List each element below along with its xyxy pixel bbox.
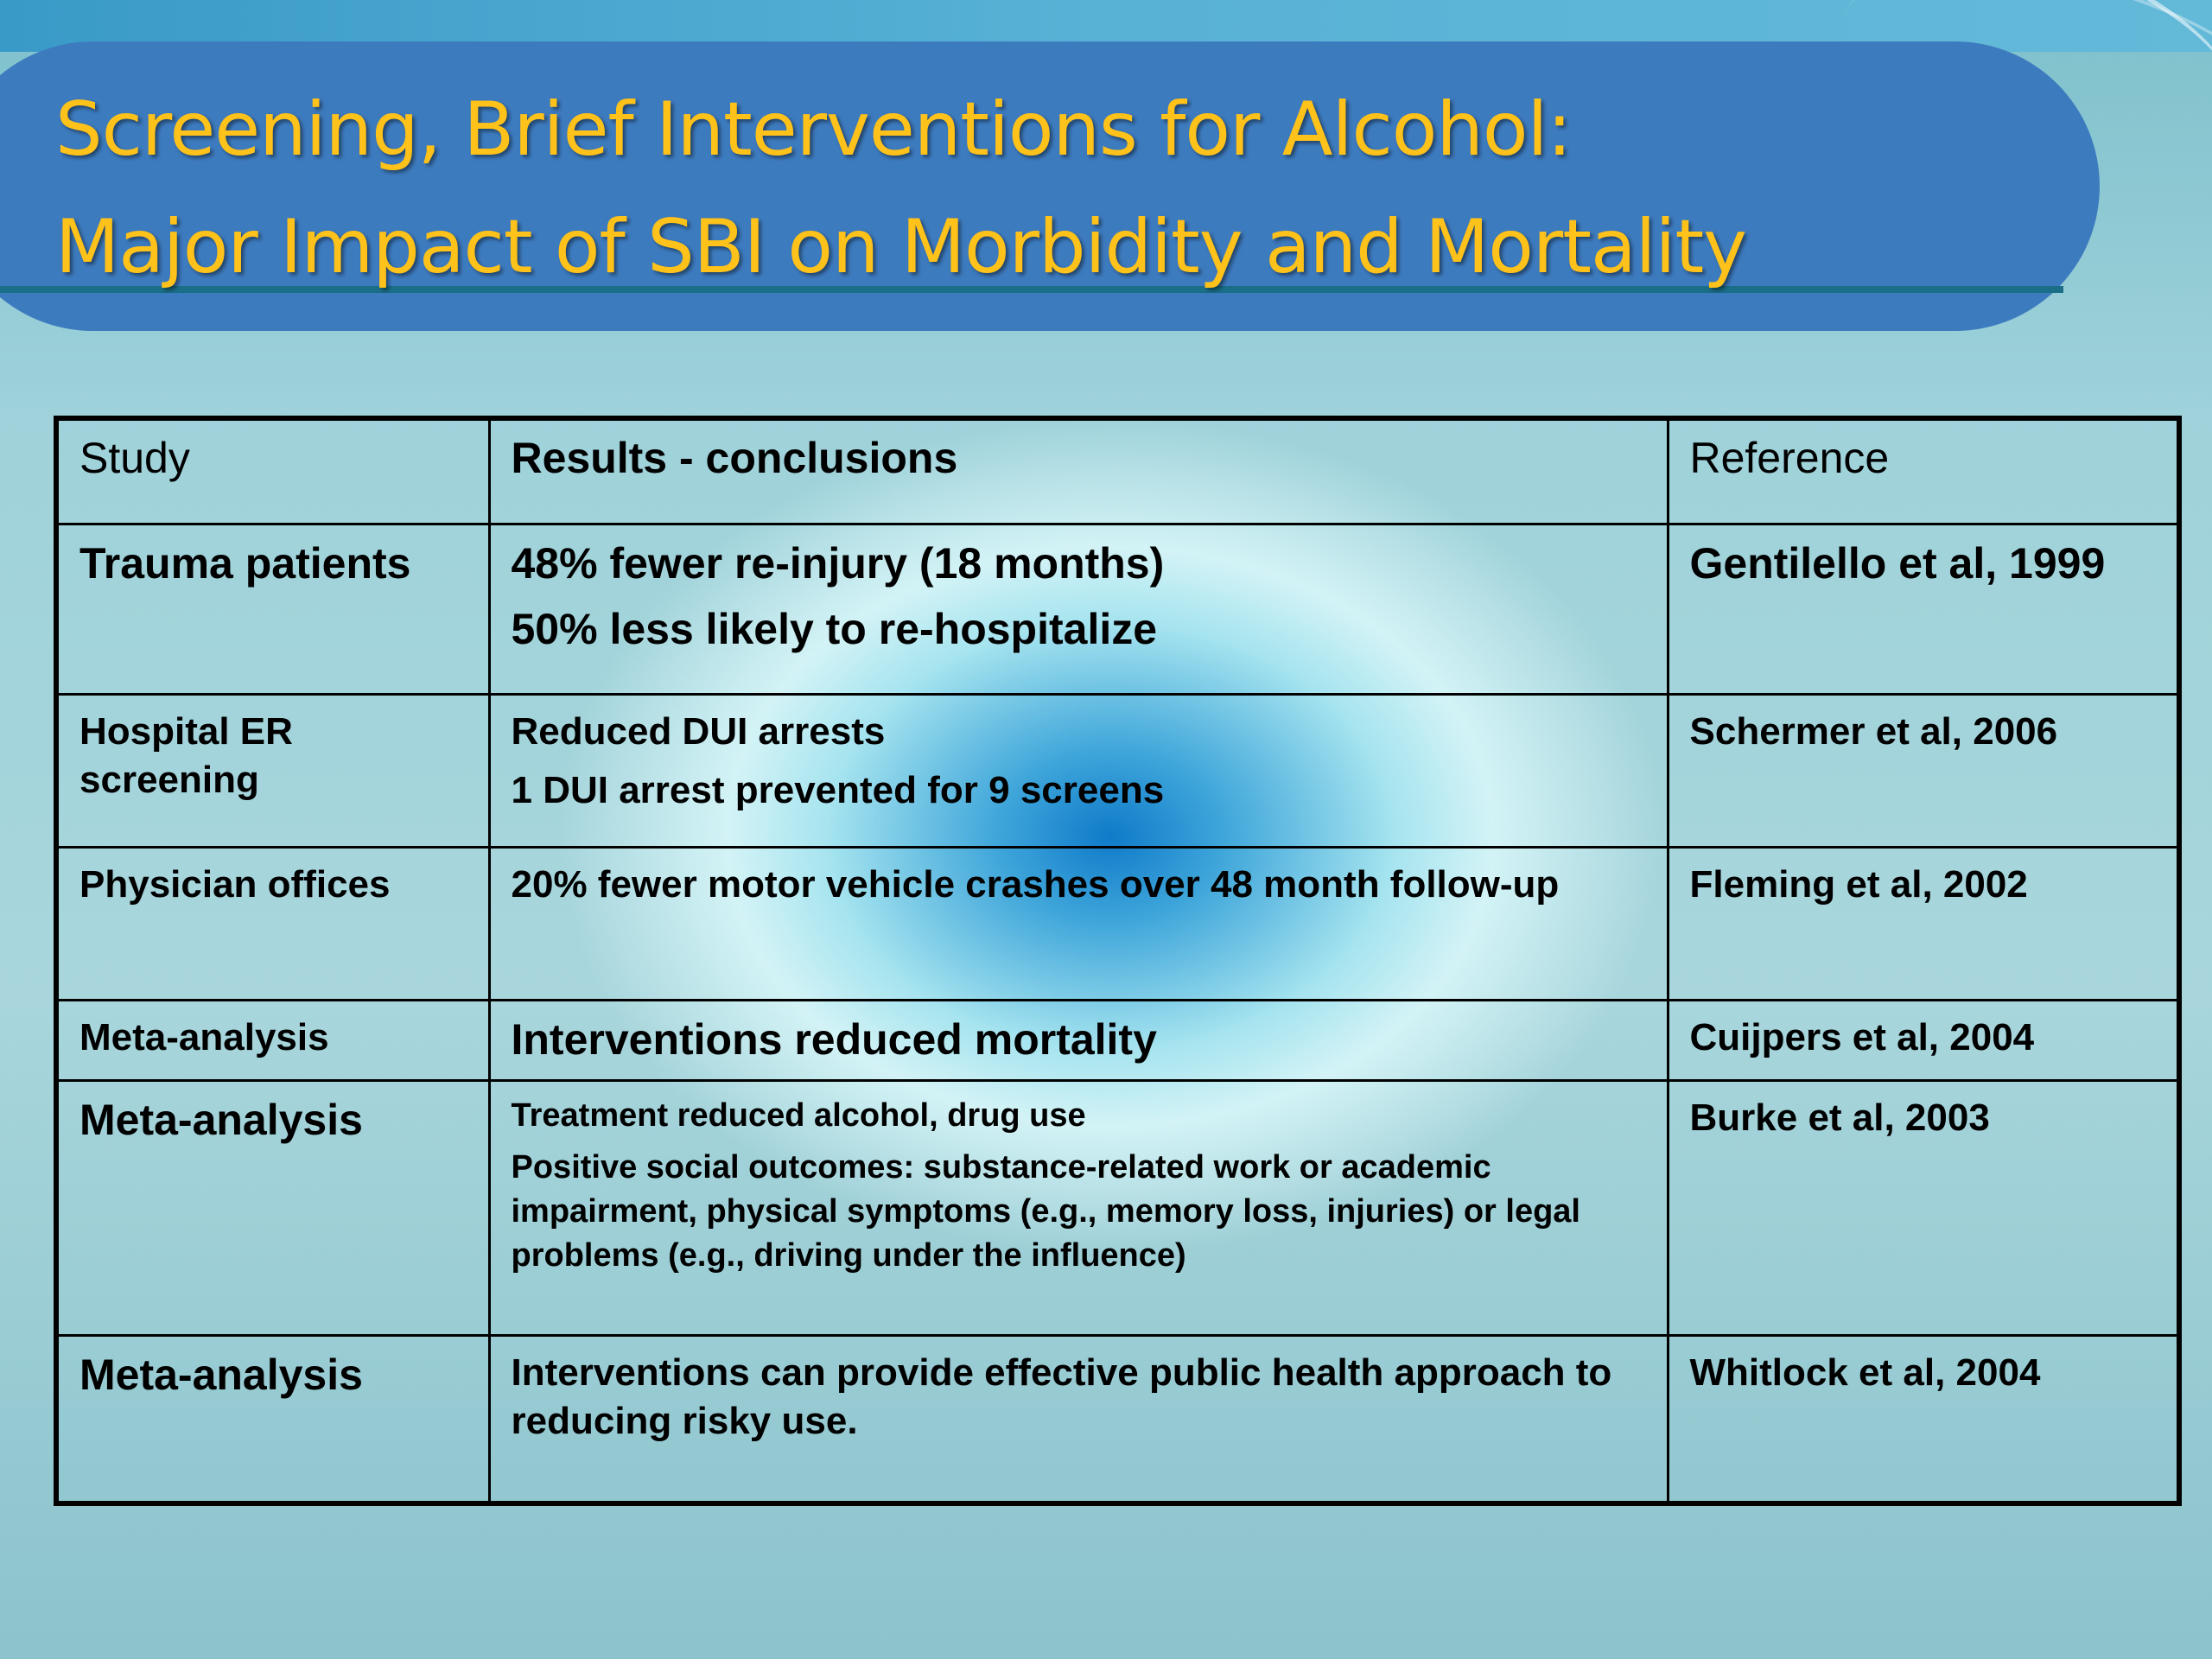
slide-title-line-2: Major Impact of SBI on Morbidity and Mor… xyxy=(55,204,1747,290)
study-cell: Physician offices xyxy=(54,846,491,1001)
table-row: Meta-analysis Interventions reduced mort… xyxy=(54,999,2181,1082)
study-cell: Meta-analysis xyxy=(54,1079,491,1337)
results-cell: 48% fewer re-injury (18 months) 50% less… xyxy=(487,523,1669,696)
result-line: Reduced DUI arrests xyxy=(511,710,886,753)
study-cell: Meta-analysis xyxy=(54,999,491,1082)
reference-cell: Gentilello et al, 1999 xyxy=(1666,523,2181,696)
results-cell: 20% fewer motor vehicle crashes over 48 … xyxy=(487,846,1669,1001)
study-cell: Meta-analysis xyxy=(54,1334,491,1505)
result-line: 50% less likely to re-hospitalize xyxy=(511,605,1158,653)
result-line: Positive social outcomes: substance-rela… xyxy=(511,1149,1581,1274)
table-row: Physician offices 20% fewer motor vehicl… xyxy=(54,846,2181,1001)
table-row: Trauma patients 48% fewer re-injury (18 … xyxy=(54,523,2181,696)
reference-cell: Whitlock et al, 2004 xyxy=(1666,1334,2181,1505)
reference-cell: Fleming et al, 2002 xyxy=(1666,846,2181,1001)
table-row: Meta-analysis Interventions can provide … xyxy=(54,1334,2181,1505)
study-cell: Trauma patients xyxy=(54,523,491,696)
title-banner xyxy=(0,41,2100,331)
header-results: Results - conclusions xyxy=(487,416,1669,525)
study-cell: Hospital ER screening xyxy=(54,693,491,849)
result-line: Interventions reduced mortality xyxy=(511,1015,1157,1064)
reference-cell: Cuijpers et al, 2004 xyxy=(1666,999,2181,1082)
results-cell: Treatment reduced alcohol, drug use Posi… xyxy=(487,1079,1669,1337)
result-line: Interventions can provide effective publ… xyxy=(511,1351,1612,1442)
reference-cell: Schermer et al, 2006 xyxy=(1666,693,2181,849)
reference-cell: Burke et al, 2003 xyxy=(1666,1079,2181,1337)
slide-title-line-1: Screening, Brief Interventions for Alcoh… xyxy=(55,86,1572,173)
results-cell: Reduced DUI arrests 1 DUI arrest prevent… xyxy=(487,693,1669,849)
results-cell: Interventions can provide effective publ… xyxy=(487,1334,1669,1505)
table-header-row: Study Results - conclusions Reference xyxy=(54,416,2181,525)
result-line: Treatment reduced alcohol, drug use xyxy=(511,1097,1086,1134)
table-row: Meta-analysis Treatment reduced alcohol,… xyxy=(54,1079,2181,1337)
header-reference: Reference xyxy=(1666,416,2181,525)
result-line: 1 DUI arrest prevented for 9 screens xyxy=(511,769,1165,811)
slide-title: Screening, Brief Interventions for Alcoh… xyxy=(55,71,1747,306)
result-line: 20% fewer motor vehicle crashes over 48 … xyxy=(511,863,1560,906)
result-line: 48% fewer re-injury (18 months) xyxy=(511,539,1165,588)
table-row: Hospital ER screening Reduced DUI arrest… xyxy=(54,693,2181,849)
header-study: Study xyxy=(54,416,491,525)
results-table: Study Results - conclusions Reference Tr… xyxy=(54,416,2182,1506)
title-underline xyxy=(0,286,2063,293)
results-cell: Interventions reduced mortality xyxy=(487,999,1669,1082)
